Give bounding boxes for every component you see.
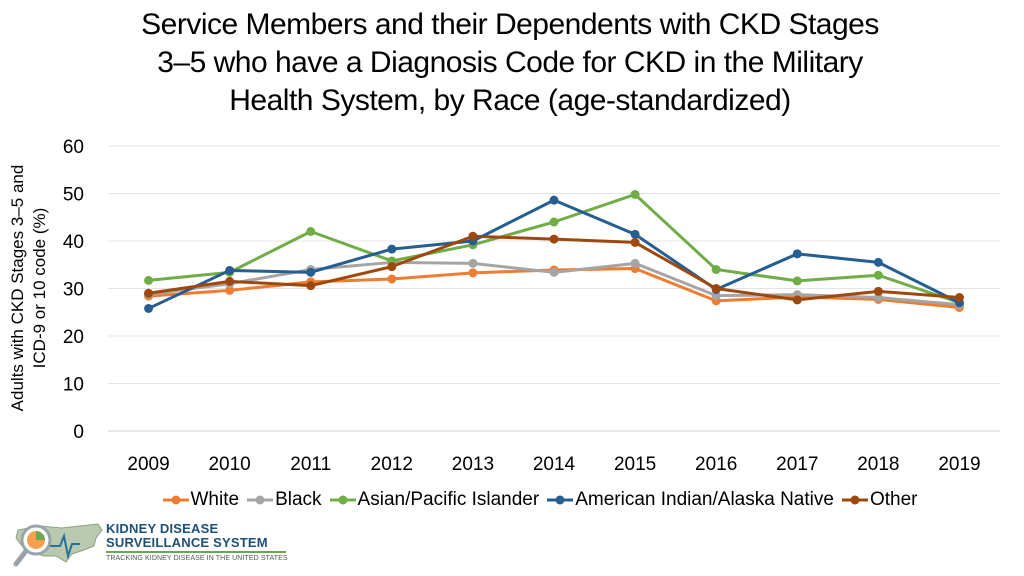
- x-tick-label-2010: 2010: [208, 454, 250, 475]
- legend-marker-american-indian-alaska-native: [547, 495, 574, 505]
- y-tick-label-50: 50: [63, 185, 84, 206]
- data-point-other-2017: [792, 295, 802, 305]
- chart-title: Service Members and their Dependents wit…: [60, 6, 960, 120]
- y-tick-label-30: 30: [63, 280, 84, 301]
- data-point-american-indian-alaska-native-2015: [630, 229, 640, 239]
- series-other: [144, 231, 964, 305]
- chart-title-line-1: Service Members and their Dependents wit…: [141, 8, 879, 41]
- data-point-black-2018: [873, 293, 883, 303]
- chart-legend: White Black Asian/Pacific Islander Ameri…: [60, 489, 1020, 511]
- legend-item-other: Other: [841, 489, 918, 511]
- data-point-other-2015: [630, 237, 640, 247]
- series-asian-pacific-islander: [144, 189, 964, 308]
- x-tick-label-2018: 2018: [857, 454, 899, 475]
- data-point-asian-pacific-islander-2018: [873, 270, 883, 280]
- data-point-other-2011: [306, 281, 316, 291]
- y-axis-ticks: 0 10 20 30 40 50 60: [63, 137, 84, 443]
- x-tick-label-2013: 2013: [452, 454, 494, 475]
- y-axis-label-line-2: ICD-9 or 10 code (%): [30, 208, 49, 369]
- legend-marker-black: [247, 495, 274, 505]
- data-point-other-2010: [225, 276, 235, 286]
- legend-marker-asian-pacific-islander: [329, 495, 356, 505]
- y-axis-label-line-1: Adults with CKD Stages 3–5 and: [8, 165, 27, 412]
- series-lines: [144, 189, 964, 313]
- data-point-black-2015: [630, 258, 640, 268]
- data-point-american-indian-alaska-native-2011: [306, 267, 316, 277]
- legend-marker-other: [841, 495, 868, 505]
- legend-item-white: White: [162, 489, 240, 511]
- data-point-other-2012: [387, 262, 397, 272]
- data-point-other-2014: [549, 234, 559, 244]
- data-point-american-indian-alaska-native-2012: [387, 244, 397, 254]
- series-american-indian-alaska-native: [144, 195, 964, 313]
- data-point-other-2016: [711, 284, 721, 293]
- x-tick-label-2015: 2015: [614, 454, 656, 475]
- logo-line-2: SURVEILLANCE SYSTEM: [106, 535, 268, 550]
- data-point-black-2013: [468, 258, 478, 268]
- data-point-asian-pacific-islander-2011: [306, 227, 316, 236]
- us-map-magnifier-icon: [13, 523, 103, 567]
- x-tick-label-2016: 2016: [695, 454, 737, 475]
- x-tick-label-2014: 2014: [533, 454, 576, 475]
- legend-marker-white: [162, 495, 189, 505]
- x-tick-label-2009: 2009: [127, 454, 169, 475]
- logo-divider: [106, 551, 286, 553]
- legend-label-other: Other: [869, 489, 918, 510]
- series-line-american-indian-alaska-native: [147, 198, 961, 310]
- data-point-asian-pacific-islander-2017: [792, 276, 802, 286]
- y-tick-label-60: 60: [63, 137, 84, 158]
- data-point-white-2013: [468, 268, 478, 278]
- y-tick-label-40: 40: [63, 232, 84, 253]
- y-tick-label-0: 0: [73, 422, 84, 443]
- data-point-american-indian-alaska-native-2010: [225, 265, 235, 275]
- data-point-american-indian-alaska-native-2017: [792, 249, 802, 259]
- data-point-white-2012: [387, 274, 397, 284]
- chart-title-line-2: 3–5 who have a Diagnosis Code for CKD in…: [157, 46, 863, 79]
- data-point-black-2016: [711, 291, 721, 301]
- legend-label-black: Black: [275, 489, 322, 510]
- data-point-asian-pacific-islander-2009: [144, 275, 154, 285]
- legend-item-asian-pacific-islander: Asian/Pacific Islander: [329, 489, 540, 511]
- y-tick-label-10: 10: [63, 375, 84, 396]
- data-point-other-2018: [873, 286, 883, 296]
- data-point-asian-pacific-islander-2015: [630, 189, 640, 199]
- data-point-asian-pacific-islander-2016: [711, 265, 721, 274]
- x-axis-ticks: 2009 2010 2011 2012 2013 2014 2015 2016 2017 2018…: [127, 454, 980, 475]
- legend-label-asian-pacific-islander: Asian/Pacific Islander: [357, 489, 540, 510]
- logo-tagline: TRACKING KIDNEY DISEASE IN THE UNITED ST…: [106, 555, 288, 562]
- data-point-other-2009: [144, 288, 154, 298]
- data-point-other-2013: [468, 231, 478, 241]
- legend-item-black: Black: [247, 489, 322, 511]
- data-point-white-2010: [225, 285, 235, 295]
- x-tick-label-2019: 2019: [938, 454, 980, 475]
- kidney-disease-surveillance-system-logo: KIDNEY DISEASE SURVEILLANCE SYSTEM TRACK…: [10, 516, 300, 574]
- data-point-other-2019: [954, 293, 964, 303]
- data-point-american-indian-alaska-native-2009: [144, 303, 154, 313]
- chart-title-line-3: Health System, by Race (age-standardized…: [229, 84, 791, 117]
- x-tick-label-2017: 2017: [776, 454, 818, 475]
- x-tick-label-2012: 2012: [371, 454, 413, 475]
- legend-label-white: White: [190, 489, 240, 510]
- data-point-american-indian-alaska-native-2014: [549, 195, 559, 205]
- data-point-american-indian-alaska-native-2018: [873, 257, 883, 267]
- x-tick-label-2011: 2011: [290, 454, 331, 475]
- y-tick-label-20: 20: [63, 327, 84, 348]
- data-point-black-2014: [549, 267, 559, 277]
- legend-label-american-indian-alaska-native: American Indian/Alaska Native: [575, 489, 834, 510]
- legend-item-american-indian-alaska-native: American Indian/Alaska Native: [547, 489, 834, 511]
- logo-line-1: KIDNEY DISEASE: [106, 521, 219, 536]
- data-point-asian-pacific-islander-2014: [549, 217, 559, 227]
